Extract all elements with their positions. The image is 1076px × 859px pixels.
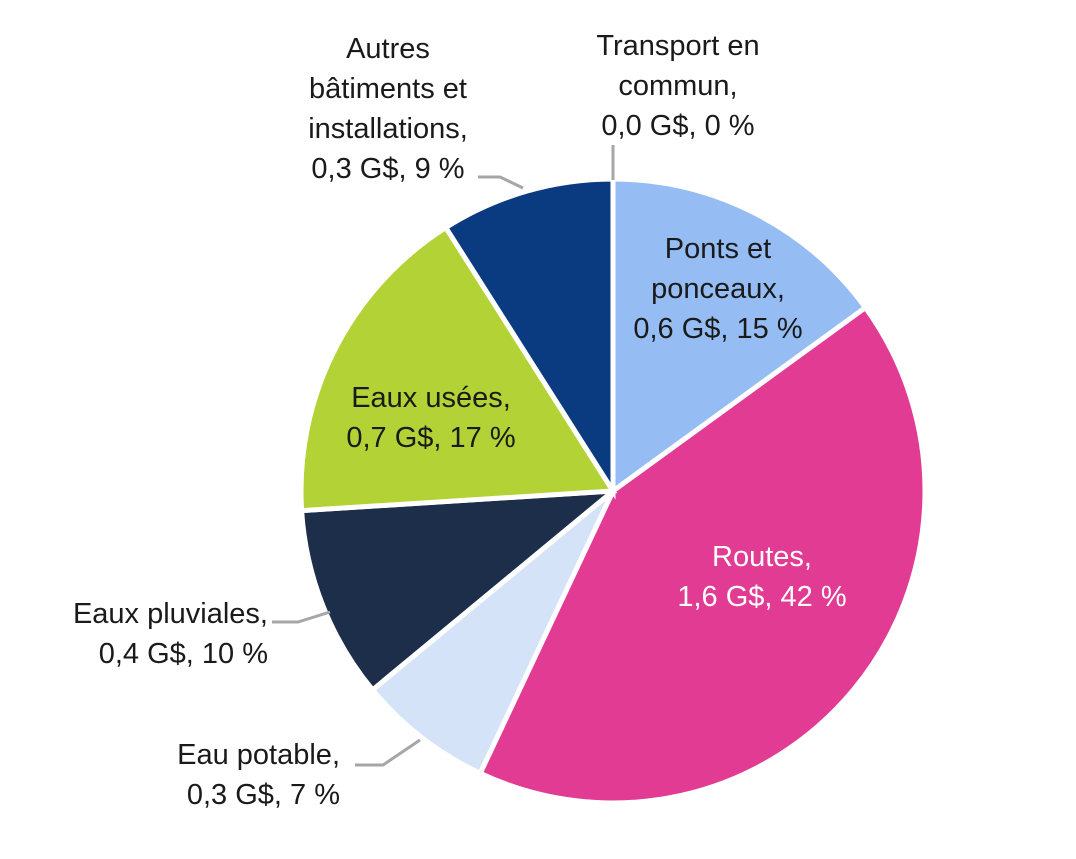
slice-label-line: Autres [346, 33, 430, 65]
slice-label-line: Eaux usées, [351, 382, 511, 414]
slice-label-line: 1,6 G$, 42 % [677, 581, 846, 613]
slice-label-eaux-usees: Eaux usées, 0,7 G$, 17 % [346, 382, 515, 454]
pie-slice-autres-batiments-et-installations [442, 176, 616, 500]
slice-label-line: 0,7 G$, 17 % [346, 422, 515, 454]
slice-label-line: 0,3 G$, 7 % [187, 779, 340, 811]
slice-label-line: 0,4 G$, 10 % [99, 638, 268, 670]
slice-label-ponts-et-ponceaux: Ponts et ponceaux, 0,6 G$, 15 % [633, 233, 802, 345]
leader-lines [272, 145, 615, 767]
slice-label-line: commun, [618, 70, 737, 102]
pie-slice-eaux-pluviales [298, 488, 621, 694]
slice-label-line: bâtiments et [309, 73, 467, 105]
slice-label-line: Eaux pluviales, [73, 598, 268, 630]
leader-line-eaux-pluviales [272, 610, 331, 624]
slice-label-line: 0,3 G$, 9 % [311, 153, 464, 185]
pie-slice-ponts-et-ponceaux [610, 176, 869, 496]
pie-slice-eau-potable [369, 489, 616, 777]
pie-slice-eaux-usees [298, 224, 618, 514]
slice-label-line: installations, [308, 113, 468, 145]
slice-label-eaux-pluviales: Eaux pluviales, 0,4 G$, 10 % [73, 598, 268, 670]
slice-label-line: ponceaux, [651, 273, 785, 305]
slice-label-routes: Routes, 1,6 G$, 42 % [677, 541, 846, 613]
pie-slice-routes [476, 304, 928, 806]
leader-line-autres-batiments-et-installations [478, 175, 524, 190]
slice-label-line: Transport en [596, 30, 759, 62]
slice-label-line: Routes, [712, 541, 812, 573]
slice-label-transport-en-commun: Transport en commun, 0,0 G$, 0 % [596, 30, 759, 142]
slice-labels: Transport en commun, 0,0 G$, 0 % Ponts et po… [73, 30, 847, 811]
slice-label-eau-potable: Eau potable, 0,3 G$, 7 % [177, 739, 340, 811]
leader-line-eau-potable [355, 738, 421, 767]
slice-label-line: Eau potable, [177, 739, 340, 771]
slice-label-line: Ponts et [665, 233, 771, 265]
pie-slices [298, 176, 928, 806]
slice-label-autres-batiments-et-installations: Autres bâtiments et installations, 0,3 G$, … [308, 33, 468, 185]
slice-label-line: 0,0 G$, 0 % [601, 110, 754, 142]
slice-label-line: 0,6 G$, 15 % [633, 313, 802, 345]
